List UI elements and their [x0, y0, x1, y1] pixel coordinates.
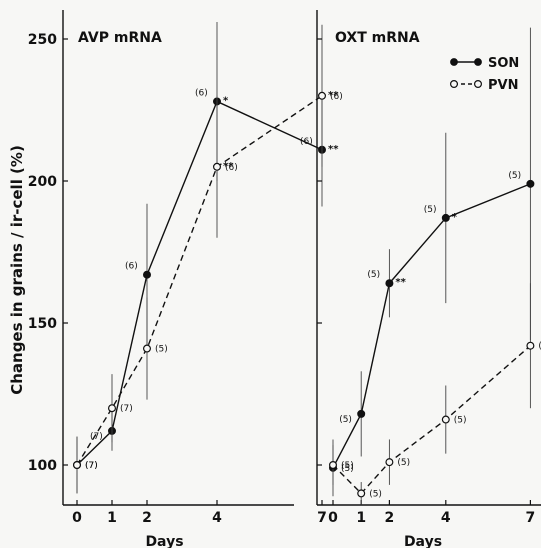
y-tick-label: 150 — [28, 316, 57, 332]
son-point — [143, 270, 152, 279]
legend: SON PVN — [450, 56, 519, 93]
y-tick-label: 250 — [28, 32, 57, 48]
n-label: (6) — [195, 88, 208, 98]
pvn-point — [213, 162, 222, 171]
n-label: (5) — [508, 171, 521, 181]
y-axis-label: Changes in grains / ir-cell (%) — [8, 145, 26, 395]
y-tick-label: 100 — [28, 458, 57, 474]
legend-pvn-marker — [450, 79, 459, 88]
pvn-point — [318, 91, 327, 100]
significance-label: * — [452, 212, 458, 223]
legend-pvn-label: PVN — [488, 78, 518, 93]
pvn-point — [357, 489, 366, 498]
y-tick-label: 200 — [28, 174, 57, 190]
n-label: (7) — [120, 404, 133, 414]
x-tick-label: 0 — [72, 510, 82, 526]
n-label: (6) — [300, 137, 313, 147]
x-tick-label: 2 — [385, 510, 395, 526]
panel-title: OXT mRNA — [335, 30, 420, 46]
x-tick-label: 2 — [142, 510, 152, 526]
n-label: (5) — [155, 345, 168, 355]
son-point — [441, 213, 450, 222]
panel-title: AVP mRNA — [78, 30, 162, 46]
n-label: (6) — [330, 92, 343, 102]
oxt-panel: 0 1 2 4 7 Days OXT mRNA (5) (5) (5) ** (5) * (5) (5) (5… — [316, 10, 541, 548]
pvn-point — [526, 341, 535, 350]
x-tick-label: 4 — [441, 510, 451, 526]
n-label: (5) — [538, 342, 541, 352]
n-label: (5) — [339, 415, 352, 425]
n-label: (7) — [90, 432, 103, 442]
significance-label: ** — [223, 161, 234, 172]
pvn-point — [385, 458, 394, 467]
pvn-point — [441, 415, 450, 424]
n-label: (5) — [367, 270, 380, 280]
significance-label: * — [223, 95, 229, 106]
x-axis-label: Days — [404, 534, 442, 548]
n-label: (5) — [397, 458, 410, 468]
pvn-point — [329, 461, 338, 470]
significance-label: ** — [328, 90, 339, 101]
avp-panel: 100 150 200 250 0 1 2 4 7 Days AVP mRNA (7) (7) (6) (6… — [28, 10, 343, 548]
son-point — [357, 409, 366, 418]
x-tick-label: 0 — [328, 510, 338, 526]
x-tick-label: 7 — [317, 510, 327, 526]
son-series-line — [332, 183, 531, 469]
pvn-series-line — [332, 345, 531, 495]
x-axis-label: Days — [145, 534, 183, 548]
legend-son-label: SON — [488, 56, 519, 71]
n-label: (6) — [225, 163, 238, 173]
significance-label: ** — [328, 144, 339, 155]
x-tick-label: 1 — [356, 510, 366, 526]
x-tick-label: 7 — [526, 510, 536, 526]
n-label: (7) — [85, 461, 98, 471]
n-label: (5) — [341, 464, 354, 474]
n-label: (7) — [85, 461, 98, 471]
n-label: (5) — [424, 205, 437, 215]
x-tick-label: 1 — [107, 510, 117, 526]
son-point — [526, 179, 535, 188]
n-label: (5) — [369, 489, 382, 499]
significance-label: ** — [395, 277, 406, 288]
pvn-point — [107, 404, 116, 413]
pvn-point — [143, 344, 152, 353]
son-point — [385, 279, 394, 288]
n-label: (5) — [454, 416, 467, 426]
legend-son-marker-end — [474, 58, 482, 66]
n-label: (6) — [125, 262, 138, 272]
x-tick-label: 4 — [212, 510, 222, 526]
legend-pvn-marker-end — [474, 79, 483, 88]
n-label: (5) — [341, 461, 354, 471]
pvn-point — [72, 461, 81, 470]
